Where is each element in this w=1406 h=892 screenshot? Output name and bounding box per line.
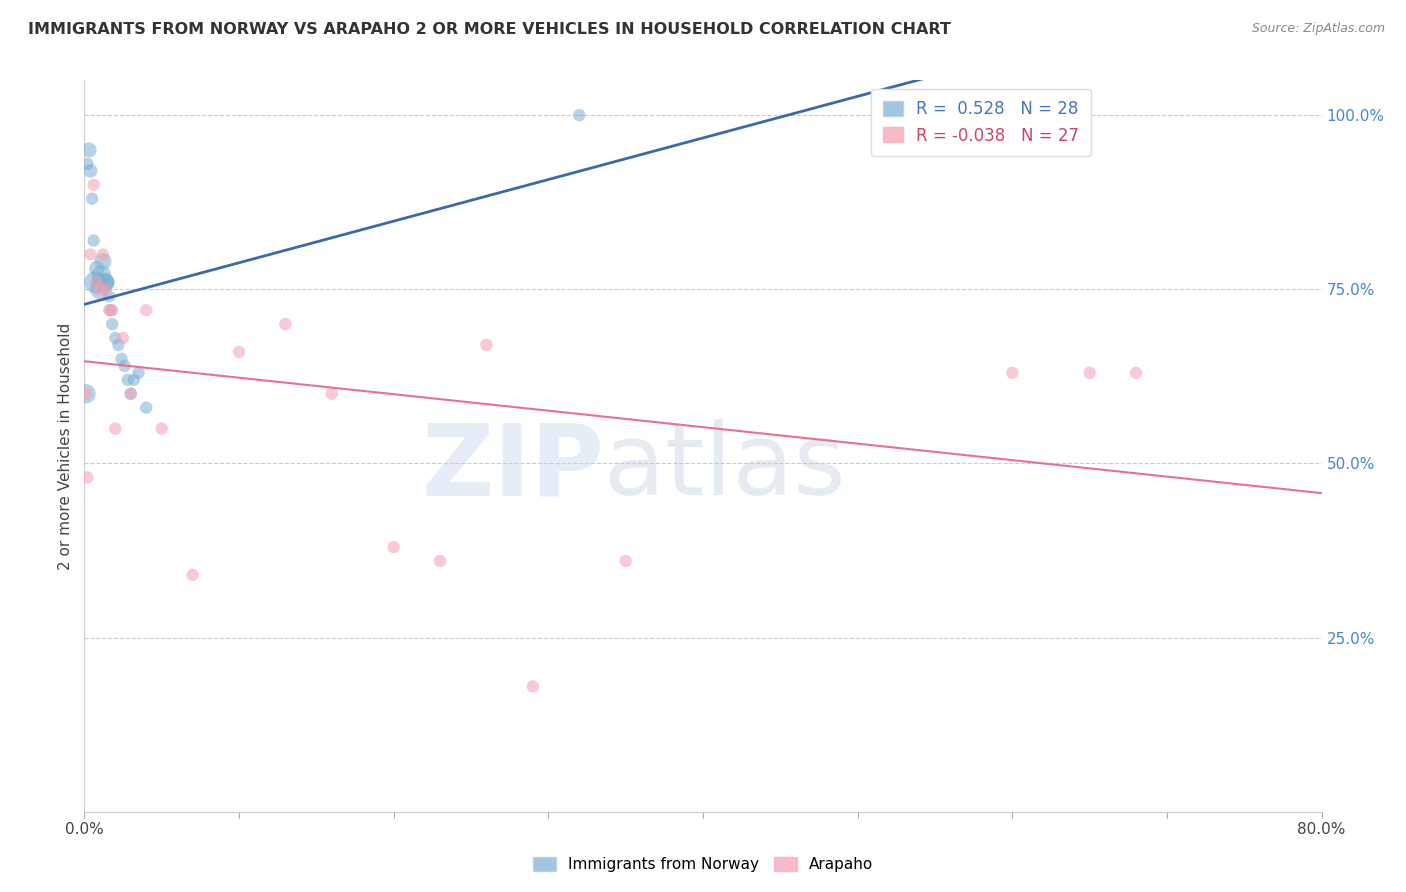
Point — [112, 331, 135, 345]
Point — [522, 679, 544, 693]
Point — [120, 386, 142, 401]
Point — [86, 275, 108, 289]
Point — [475, 338, 498, 352]
Point — [83, 178, 105, 192]
Point — [110, 351, 132, 366]
Point — [150, 421, 173, 435]
Point — [79, 247, 101, 261]
Point — [382, 540, 405, 554]
Point — [87, 275, 110, 289]
Text: Source: ZipAtlas.com: Source: ZipAtlas.com — [1251, 22, 1385, 36]
Point — [89, 282, 111, 296]
Point — [94, 282, 117, 296]
Point — [77, 143, 100, 157]
Point — [79, 164, 101, 178]
Point — [101, 317, 124, 331]
Point — [104, 421, 127, 435]
Point — [107, 338, 129, 352]
Point — [90, 268, 112, 283]
Point — [86, 261, 108, 276]
Point — [91, 247, 114, 261]
Point — [75, 386, 97, 401]
Point — [614, 554, 637, 568]
Point — [1001, 366, 1024, 380]
Point — [76, 470, 98, 484]
Point — [135, 401, 157, 415]
Text: IMMIGRANTS FROM NORWAY VS ARAPAHO 2 OR MORE VEHICLES IN HOUSEHOLD CORRELATION CH: IMMIGRANTS FROM NORWAY VS ARAPAHO 2 OR M… — [28, 22, 950, 37]
Point — [321, 386, 343, 401]
Point — [568, 108, 591, 122]
Legend: Immigrants from Norway, Arapaho: Immigrants from Norway, Arapaho — [524, 849, 882, 880]
Point — [101, 303, 124, 318]
Y-axis label: 2 or more Vehicles in Household: 2 or more Vehicles in Household — [58, 322, 73, 570]
Point — [83, 234, 105, 248]
Point — [82, 192, 104, 206]
Point — [76, 157, 98, 171]
Point — [75, 386, 97, 401]
Legend: R =  0.528   N = 28, R = -0.038   N = 27: R = 0.528 N = 28, R = -0.038 N = 27 — [870, 88, 1091, 156]
Point — [114, 359, 136, 373]
Point — [1125, 366, 1147, 380]
Point — [91, 254, 114, 268]
Point — [181, 567, 204, 582]
Point — [120, 386, 142, 401]
Point — [1078, 366, 1101, 380]
Point — [104, 331, 127, 345]
Point — [84, 275, 107, 289]
Point — [122, 373, 145, 387]
Point — [98, 303, 121, 318]
Point — [98, 289, 121, 303]
Point — [100, 303, 122, 318]
Point — [135, 303, 157, 318]
Text: ZIP: ZIP — [422, 419, 605, 516]
Point — [117, 373, 139, 387]
Text: atlas: atlas — [605, 419, 845, 516]
Point — [228, 345, 250, 359]
Point — [89, 282, 111, 296]
Point — [127, 366, 149, 380]
Point — [96, 275, 118, 289]
Point — [429, 554, 451, 568]
Point — [93, 275, 115, 289]
Point — [94, 275, 117, 289]
Point — [274, 317, 297, 331]
